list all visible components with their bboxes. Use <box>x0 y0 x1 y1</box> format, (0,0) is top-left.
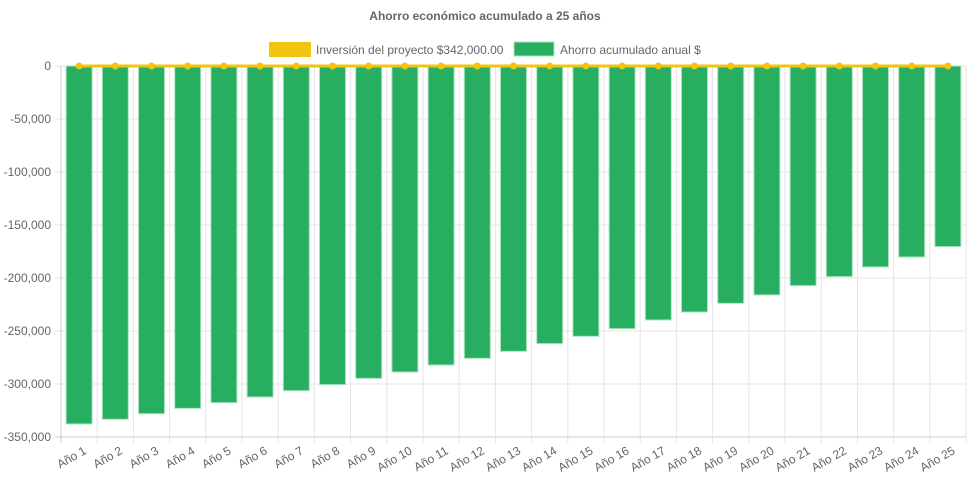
x-tick-label: Año 8 <box>308 443 342 471</box>
bar <box>898 65 926 258</box>
line-point <box>799 62 807 70</box>
x-tick-label: Año 5 <box>199 443 233 471</box>
bar <box>319 65 346 386</box>
x-tick-label: Año 14 <box>519 443 559 474</box>
line-point <box>329 62 336 70</box>
bar <box>427 65 455 366</box>
line-point <box>473 62 481 70</box>
legend-label-savings: Ahorro acumulado anual $ <box>560 43 701 57</box>
investment-line <box>75 62 952 70</box>
bar <box>500 65 527 352</box>
line-point <box>437 62 445 70</box>
x-tick-label: Año 4 <box>163 443 197 471</box>
bar <box>608 65 636 330</box>
x-tick-label: Año 10 <box>374 443 414 474</box>
line-point <box>763 62 771 70</box>
y-tick-label: -200,000 <box>4 271 52 285</box>
y-axis: 0 -50,000 -100,000 -150,000 -200,000 -250,000… <box>4 59 52 444</box>
line-point <box>727 62 735 70</box>
bar <box>934 65 962 248</box>
bar <box>753 65 781 296</box>
legend: Inversión del proyecto $342,000.00 Ahorr… <box>269 41 701 57</box>
bar <box>717 65 745 304</box>
line-point <box>365 62 373 70</box>
line-point <box>184 62 192 70</box>
y-tick-label: -250,000 <box>4 324 52 338</box>
legend-item-investment[interactable]: Inversión del proyecto $342,000.00 <box>269 42 504 57</box>
bar <box>246 65 274 398</box>
bar <box>65 65 93 425</box>
line-point <box>220 62 228 70</box>
line-point <box>256 62 264 70</box>
chart-title: Ahorro económico acumulado a 25 años <box>369 9 601 23</box>
line-point <box>835 62 843 70</box>
bar <box>138 65 165 415</box>
x-tick-label: Año 6 <box>235 443 269 471</box>
x-tick-label: Año 22 <box>809 443 849 474</box>
x-tick-label: Año 7 <box>272 443 306 471</box>
line-point <box>618 62 626 70</box>
x-tick-label: Año 21 <box>773 443 813 474</box>
bar <box>825 65 853 278</box>
line-point <box>292 62 300 70</box>
line-point <box>111 62 119 70</box>
y-tick-label: 0 <box>44 59 51 73</box>
line-point <box>654 62 662 70</box>
x-tick-label: Año 2 <box>91 443 125 471</box>
bar <box>391 65 419 373</box>
line-point <box>401 62 409 70</box>
bar <box>789 65 817 287</box>
bar <box>355 65 383 379</box>
bar <box>536 65 564 345</box>
x-axis: Año 1 Año 2 Año 3 Año 4 Año 5 Año 6 Año 7 Año 8… <box>54 443 957 474</box>
legend-label-investment: Inversión del proyecto $342,000.00 <box>316 43 504 57</box>
x-tick-label: Año 12 <box>447 443 487 474</box>
bar <box>572 65 600 337</box>
line-point <box>75 62 83 70</box>
legend-item-savings[interactable]: Ahorro acumulado anual $ <box>513 41 701 57</box>
line-point <box>691 62 698 70</box>
x-tick-label: Año 15 <box>555 443 595 474</box>
x-tick-label: Año 19 <box>700 443 740 474</box>
x-tick-label: Año 16 <box>592 443 632 474</box>
bar <box>463 65 491 359</box>
x-tick-label: Año 20 <box>736 443 776 474</box>
x-tick-label: Año 9 <box>344 443 378 471</box>
y-tick-label: -50,000 <box>10 112 51 126</box>
x-tick-label: Año 18 <box>664 443 704 474</box>
line-point <box>510 62 517 70</box>
legend-swatch-savings <box>513 41 555 57</box>
x-tick-label: Año 17 <box>628 443 668 474</box>
legend-swatch-investment <box>269 42 311 57</box>
y-tick-label: -350,000 <box>4 430 52 444</box>
line-point <box>148 62 155 70</box>
bar <box>282 65 310 392</box>
bar <box>644 65 672 321</box>
line-point <box>944 62 952 70</box>
y-tick-label: -150,000 <box>4 218 52 232</box>
bars <box>65 65 962 425</box>
grid <box>55 65 967 443</box>
bar <box>681 65 708 313</box>
x-tick-label: Año 1 <box>54 443 88 471</box>
bar <box>862 65 889 268</box>
bar <box>210 65 238 404</box>
bar <box>101 65 129 420</box>
line-point <box>872 62 879 70</box>
x-tick-label: Año 23 <box>845 443 885 474</box>
y-tick-label: -100,000 <box>4 165 52 179</box>
line-point <box>546 62 554 70</box>
x-tick-label: Año 13 <box>483 443 523 474</box>
x-tick-label: Año 11 <box>411 443 450 474</box>
line-point <box>908 62 916 70</box>
y-tick-label: -300,000 <box>4 377 52 391</box>
x-tick-label: Año 25 <box>917 443 957 474</box>
bar <box>174 65 202 409</box>
x-tick-label: Año 24 <box>881 443 921 474</box>
x-tick-label: Año 3 <box>127 443 161 471</box>
line-point <box>582 62 590 70</box>
